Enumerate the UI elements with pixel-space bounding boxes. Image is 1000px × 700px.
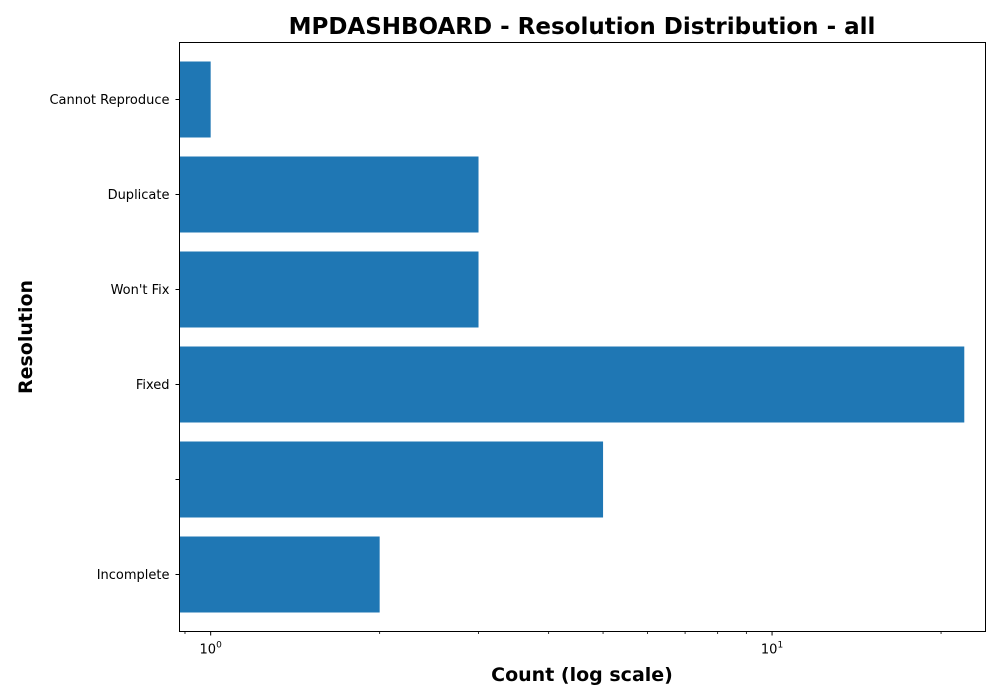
bar: [179, 536, 380, 613]
x-axis-title: Count (log scale): [491, 664, 673, 686]
bars: [179, 61, 965, 613]
bar: [179, 251, 479, 328]
x-major-ticks: 100 101: [200, 631, 783, 658]
y-tick-label: Won't Fix: [111, 283, 170, 298]
y-ticks: Cannot Reproduce Duplicate Won't Fix Fixed I…: [49, 93, 180, 583]
x-tick-label: 101: [761, 641, 783, 658]
y-tick-label: Duplicate: [108, 188, 170, 203]
bar: [179, 346, 965, 423]
bar: [179, 61, 211, 138]
chart-title: MPDASHBOARD - Resolution Distribution - …: [289, 14, 876, 40]
x-tick-label: 100: [200, 641, 223, 658]
y-tick-label: Fixed: [136, 378, 170, 393]
bar: [179, 156, 479, 233]
y-tick-label: Cannot Reproduce: [49, 93, 169, 108]
y-tick-label: Incomplete: [97, 568, 170, 583]
y-axis-title: Resolution: [15, 280, 37, 394]
plot-frame: [179, 42, 986, 632]
bar: [179, 441, 604, 518]
